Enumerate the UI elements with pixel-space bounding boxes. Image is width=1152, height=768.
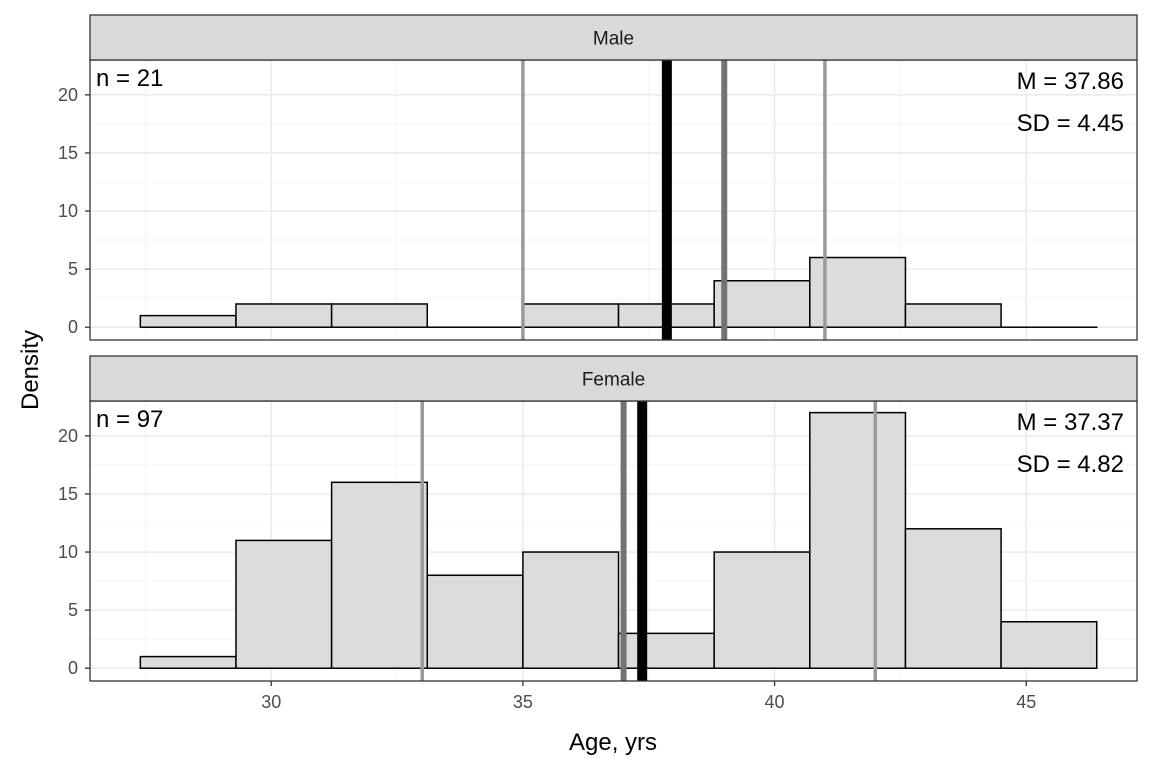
sd-label: SD = 4.82 — [1017, 451, 1124, 478]
sd-label: SD = 4.45 — [1017, 110, 1124, 137]
y-tick-label: 10 — [58, 542, 78, 562]
panel-female: Female 0 5 10 15 20 n = 97 M = 37.37 SD = 4.82 — [58, 355, 1138, 682]
y-tick-label: 0 — [68, 317, 78, 337]
histogram-bar — [522, 551, 620, 669]
histogram-bar — [139, 655, 237, 669]
histogram-bar — [617, 632, 715, 669]
histogram-bar — [522, 303, 620, 328]
histogram-bar — [904, 303, 1002, 328]
histogram-bar — [235, 539, 333, 669]
facet-strip — [89, 14, 1138, 61]
histogram-bar — [1000, 620, 1098, 669]
histogram-bar — [713, 279, 811, 328]
sample-size-label: n = 21 — [96, 65, 163, 92]
y-axis-title: Density — [17, 330, 44, 410]
facet-strip-label: Male — [593, 29, 634, 50]
x-tick-label: 40 — [765, 692, 785, 712]
panel-background — [90, 60, 1137, 340]
y-tick-label: 0 — [68, 658, 78, 678]
x-tick-label: 35 — [513, 692, 533, 712]
sample-size-label: n = 97 — [96, 406, 163, 433]
histogram-bar — [330, 481, 429, 669]
x-axis-title: Age, yrs — [569, 729, 657, 756]
histogram-bar — [426, 574, 524, 669]
y-tick-label: 20 — [58, 85, 78, 105]
facet-strip-label: Female — [582, 370, 645, 391]
histogram-bar — [235, 303, 333, 328]
facet-strip — [89, 355, 1138, 402]
y-tick-label: 5 — [68, 600, 78, 620]
histogram-bar — [904, 528, 1002, 669]
y-tick-label: 10 — [58, 201, 78, 221]
mean-label: M = 37.37 — [1017, 409, 1124, 436]
y-tick-label: 20 — [58, 426, 78, 446]
mean-label: M = 37.86 — [1017, 68, 1124, 95]
panel-male: Male 0 5 10 15 20 n = 21 M = 37.86 SD = 4.45 — [58, 14, 1138, 341]
histogram-bar — [330, 303, 429, 328]
x-tick-label: 30 — [261, 692, 281, 712]
y-tick-label: 15 — [58, 143, 78, 163]
histogram-bar — [713, 551, 811, 669]
histogram-bar — [139, 314, 237, 328]
y-tick-label: 15 — [58, 484, 78, 504]
y-tick-label: 5 — [68, 259, 78, 279]
histogram-bar — [809, 411, 907, 669]
x-tick-label: 45 — [1016, 692, 1036, 712]
